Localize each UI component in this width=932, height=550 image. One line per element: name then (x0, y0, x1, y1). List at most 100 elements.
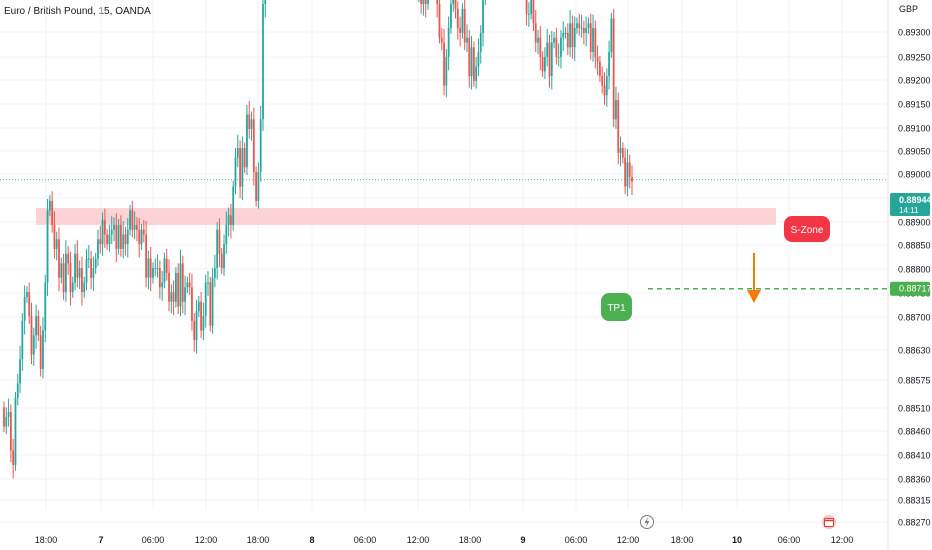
candle-body (101, 220, 104, 245)
candle-body (610, 18, 613, 53)
candle (537, 30, 539, 55)
y-tick-label: 0.89250 (898, 53, 931, 63)
candle-body (232, 186, 235, 225)
candle-body (445, 56, 448, 86)
zone-label[interactable]: S-Zone (784, 216, 830, 242)
candle-body (252, 119, 255, 173)
y-tick-label: 0.88460 (898, 427, 931, 437)
y-tick-label: 0.89050 (898, 147, 931, 157)
candle-body (193, 320, 196, 341)
candle (26, 286, 28, 303)
candle (264, 0, 267, 18)
candle (220, 247, 223, 274)
candle-body (69, 263, 72, 293)
symbol-name: Euro / British Pound (4, 6, 93, 17)
candle (534, 9, 537, 53)
candle (470, 35, 473, 90)
candle-body (571, 23, 574, 48)
candle-body (110, 229, 113, 235)
lightning-icon[interactable] (640, 515, 654, 529)
candle (447, 16, 450, 71)
candle-body (452, 0, 455, 5)
candle-body (115, 224, 118, 249)
x-tick-label: 18:00 (247, 535, 270, 545)
calendar-event-icon[interactable] (822, 515, 836, 529)
candle (571, 15, 574, 59)
candle (197, 295, 200, 318)
candle-body (576, 23, 578, 29)
candle-body (16, 383, 19, 398)
candle (46, 198, 49, 296)
candle (213, 254, 216, 288)
candle (557, 43, 560, 67)
candle-body (46, 210, 49, 283)
y-tick-label: 0.89200 (898, 76, 931, 86)
candle (147, 250, 150, 290)
chart-header[interactable]: Euro / British Pound, 15, OANDA (4, 6, 151, 17)
candle-body (195, 311, 198, 341)
candle (179, 249, 182, 317)
candle (48, 195, 51, 217)
y-tick-label: 0.88510 (898, 404, 931, 414)
candle (191, 273, 193, 331)
candle-body (624, 157, 627, 187)
candle-body (108, 234, 111, 245)
candle (555, 28, 558, 65)
candle (440, 28, 443, 51)
data-source: OANDA (115, 6, 151, 17)
candle (585, 16, 588, 47)
candle-body (64, 253, 67, 293)
candle-body (548, 42, 551, 77)
candle (615, 86, 617, 129)
candle-body (147, 258, 150, 278)
candle (243, 142, 246, 174)
price-axis[interactable]: GBP 0.89300 0.89250 0.89200 0.89150 0.89100 0… (898, 4, 931, 528)
candle (241, 136, 244, 200)
time-axis[interactable]: 18:00 7 06:00 12:00 18:00 8 06:00 12:00 18:00 9 06… (35, 535, 854, 545)
candle-body (174, 272, 177, 302)
y-tick-label: 0.89150 (898, 100, 931, 110)
candle-body (420, 0, 423, 5)
candle (454, 0, 457, 19)
x-tick-label: 12:00 (831, 535, 854, 545)
x-tick-label: 12:00 (617, 535, 640, 545)
candle (539, 26, 542, 71)
candle (532, 0, 535, 31)
candle (424, 0, 427, 18)
candle (9, 404, 12, 463)
x-tick-label: 9 (520, 535, 525, 545)
candle (601, 66, 604, 94)
candle-body (585, 28, 588, 33)
candle-body (74, 253, 76, 283)
candle-body (241, 148, 244, 187)
candle (599, 55, 601, 82)
candle-body (209, 282, 212, 326)
candle (106, 228, 109, 250)
candle (573, 16, 576, 61)
candle (181, 255, 184, 314)
candle (544, 47, 546, 79)
candle (608, 40, 610, 90)
candle-body (211, 277, 214, 326)
candle (459, 16, 462, 47)
candle-body (539, 37, 542, 57)
candle-body (21, 320, 24, 360)
tp-label[interactable]: TP1 (601, 293, 632, 321)
candle (580, 14, 583, 38)
x-tick-label: 7 (98, 535, 103, 545)
x-tick-label: 06:00 (354, 535, 377, 545)
candle (64, 240, 67, 302)
candle-body (569, 23, 572, 48)
candle (7, 398, 10, 427)
candle (477, 38, 480, 77)
candle (445, 49, 448, 98)
candle-body (37, 316, 40, 336)
y-tick-label: 0.89300 (898, 28, 931, 38)
candle-body (71, 282, 74, 293)
candle (131, 200, 134, 238)
candle-body (573, 28, 576, 48)
y-tick-label: 0.88800 (898, 265, 931, 275)
y-tick-label: 0.88900 (898, 218, 931, 228)
candle-body (605, 76, 608, 96)
